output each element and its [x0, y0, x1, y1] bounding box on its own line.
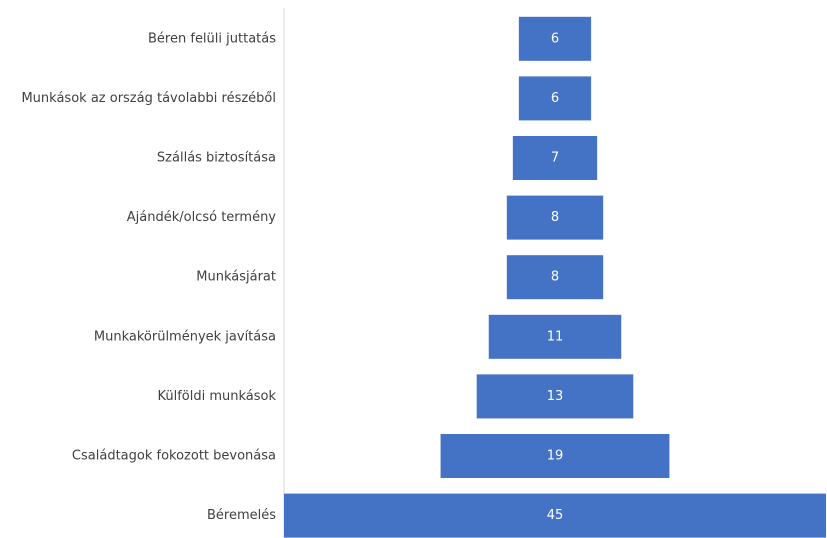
value-label: 6	[551, 31, 559, 46]
value-label: 7	[551, 151, 559, 166]
bar	[284, 493, 826, 538]
bar	[506, 195, 604, 240]
category-label: Béren felüli juttatás	[148, 31, 276, 46]
category-label: Családtagok fokozott bevonása	[72, 449, 276, 464]
value-label: 11	[547, 329, 564, 344]
bar	[488, 314, 622, 359]
bar	[512, 136, 598, 180]
value-label: 45	[547, 508, 564, 523]
category-label: Munkások az ország távolabbi részéből	[21, 91, 276, 106]
category-label: Béremelés	[207, 508, 276, 523]
category-label: Munkakörülmények javítása	[94, 329, 276, 344]
bar	[440, 434, 670, 478]
category-label: Külföldi munkások	[157, 389, 276, 404]
category-label: Szállás biztosítása	[157, 151, 276, 166]
value-label: 8	[551, 270, 559, 285]
value-label: 8	[551, 210, 559, 225]
value-label: 19	[547, 449, 564, 464]
bar	[518, 16, 592, 61]
bar	[476, 374, 634, 419]
value-label: 6	[551, 91, 559, 106]
bar	[506, 255, 604, 300]
category-label: Ajándék/olcsó termény	[127, 210, 277, 225]
bar	[518, 76, 592, 121]
value-label: 13	[547, 389, 564, 404]
category-label: Munkásjárat	[196, 270, 276, 285]
